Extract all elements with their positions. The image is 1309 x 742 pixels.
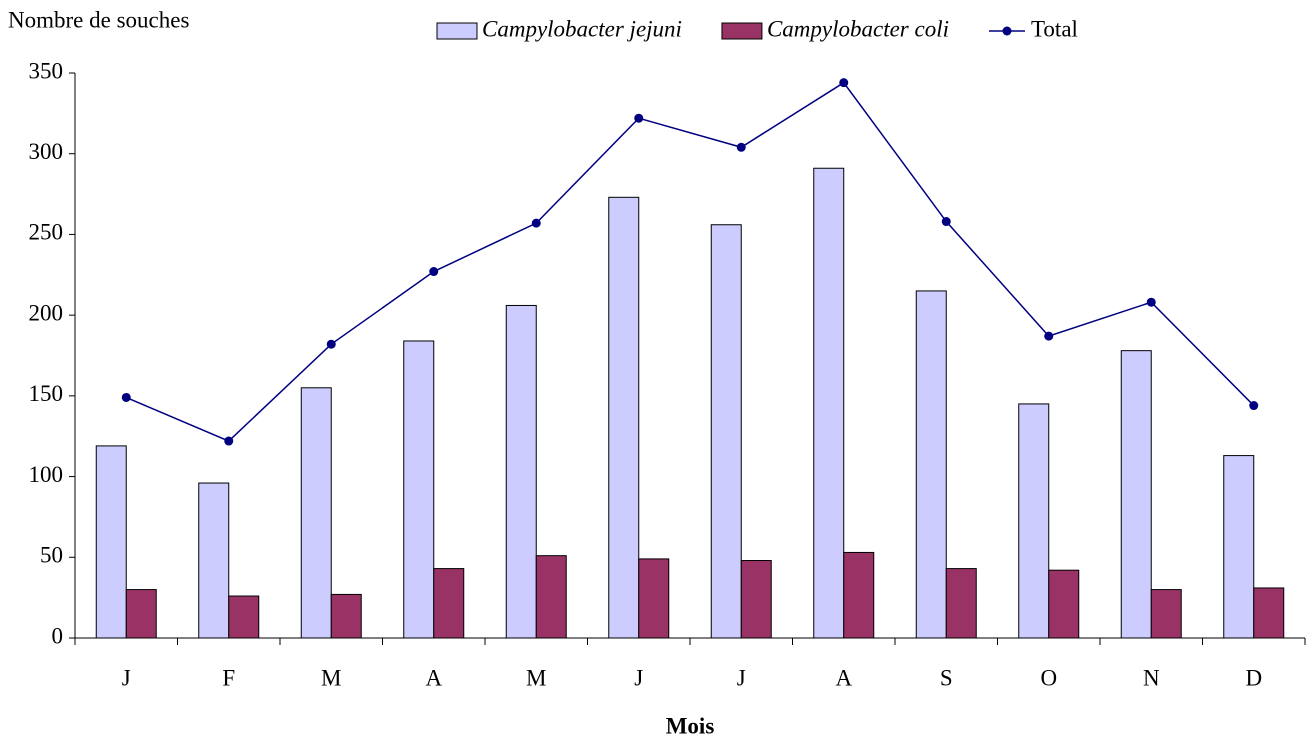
point [531,218,541,228]
bar [535,555,567,639]
bar [843,551,875,639]
x-tick-label: S [940,665,953,690]
x-axis-label: Mois [666,713,715,738]
x-tick-label: J [122,665,131,690]
x-tick-label: A [425,665,442,690]
point [634,113,644,123]
legend-marker [1002,26,1012,36]
point [326,339,336,349]
bar [125,589,157,639]
y-tick-label: 100 [29,462,64,487]
bar [300,387,332,639]
legend-swatch [721,22,763,40]
point [1249,401,1259,411]
bar [945,568,977,639]
y-tick-label: 150 [29,381,64,406]
legend-label: Campylobacter coli [767,16,949,41]
y-tick-label: 200 [29,300,64,325]
bar [1018,403,1050,639]
bar [1150,589,1182,639]
point [1044,331,1054,341]
x-tick-label: O [1040,665,1057,690]
bar [228,595,260,639]
point [839,78,849,88]
line [125,81,1255,442]
x-tick-label: J [634,665,643,690]
x-tick-label: M [321,665,341,690]
bar [1253,587,1285,639]
bar [1120,350,1152,639]
y-tick-label: 0 [52,623,64,648]
bar [433,568,465,639]
point [429,267,439,277]
x-tick-label: A [835,665,852,690]
bar [740,560,772,639]
y-tick-label: 300 [29,139,64,164]
x-tick-label: M [526,665,546,690]
bar [505,304,537,639]
point [1146,297,1156,307]
bar [915,290,947,639]
bar [1223,455,1255,639]
point [121,392,131,402]
bar [1048,569,1080,639]
point [736,142,746,152]
y-tick-label: 350 [29,58,64,83]
y-tick-label: 250 [29,220,64,245]
x-tick-label: J [737,665,746,690]
bar [608,196,640,639]
bar [813,167,845,639]
x-tick-label: D [1245,665,1262,690]
legend-label: Campylobacter jejuni [482,16,682,41]
bar [95,445,127,639]
x-tick-label: N [1143,665,1160,690]
bar [710,224,742,639]
y-axis-label: Nombre de souches [8,7,189,32]
bar [330,593,362,639]
legend-label: Total [1031,16,1078,41]
bar [638,558,670,639]
legend-swatch [436,22,478,40]
bar [403,340,435,639]
point [224,436,234,446]
point [941,217,951,227]
y-tick-label: 50 [40,543,63,568]
bar [198,482,230,639]
x-tick-label: F [222,665,235,690]
